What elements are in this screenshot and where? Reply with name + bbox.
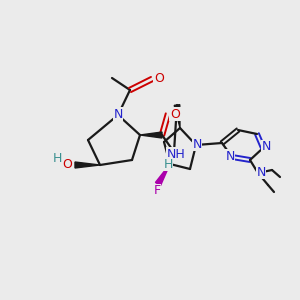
Text: N: N <box>225 149 235 163</box>
Text: H: H <box>163 158 173 170</box>
Text: O: O <box>170 107 180 121</box>
Text: NH: NH <box>167 148 185 160</box>
Text: H: H <box>52 152 62 166</box>
Polygon shape <box>155 164 170 185</box>
Polygon shape <box>75 162 100 168</box>
Text: F: F <box>153 184 161 197</box>
Text: O: O <box>62 158 72 172</box>
Text: N: N <box>192 137 202 151</box>
Text: N: N <box>256 166 266 178</box>
Polygon shape <box>174 105 180 128</box>
Text: N: N <box>113 107 123 121</box>
Text: N: N <box>261 140 271 154</box>
Text: O: O <box>154 73 164 85</box>
Polygon shape <box>140 132 162 138</box>
